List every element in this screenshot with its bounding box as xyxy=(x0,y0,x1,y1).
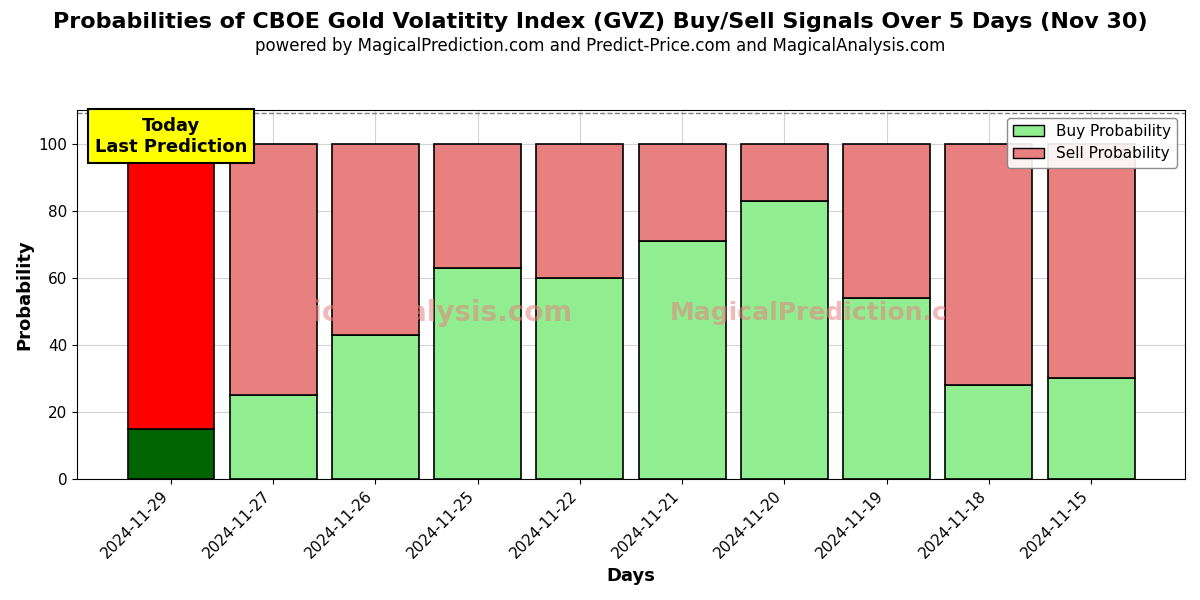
Bar xyxy=(229,395,317,479)
Bar xyxy=(536,143,624,278)
Bar xyxy=(434,268,521,479)
Text: Probabilities of CBOE Gold Volatitity Index (GVZ) Buy/Sell Signals Over 5 Days (: Probabilities of CBOE Gold Volatitity In… xyxy=(53,12,1147,32)
Text: powered by MagicalPrediction.com and Predict-Price.com and MagicalAnalysis.com: powered by MagicalPrediction.com and Pre… xyxy=(254,37,946,55)
Legend: Buy Probability, Sell Probability: Buy Probability, Sell Probability xyxy=(1007,118,1177,167)
Bar xyxy=(638,241,726,479)
Text: Today
Last Prediction: Today Last Prediction xyxy=(95,117,247,155)
Bar xyxy=(946,143,1032,385)
Y-axis label: Probability: Probability xyxy=(14,239,32,350)
Bar xyxy=(332,143,419,335)
Bar xyxy=(229,143,317,395)
Bar xyxy=(844,143,930,298)
X-axis label: Days: Days xyxy=(607,567,655,585)
Bar xyxy=(536,278,624,479)
Bar xyxy=(434,143,521,268)
Bar xyxy=(1048,378,1135,479)
Bar xyxy=(740,143,828,200)
Bar xyxy=(844,298,930,479)
Text: MagicalAnalysis.com: MagicalAnalysis.com xyxy=(246,299,572,327)
Text: MagicalPrediction.com: MagicalPrediction.com xyxy=(670,301,991,325)
Bar xyxy=(740,200,828,479)
Bar xyxy=(332,335,419,479)
Bar xyxy=(127,143,215,428)
Bar xyxy=(638,143,726,241)
Bar xyxy=(946,385,1032,479)
Bar xyxy=(1048,143,1135,378)
Bar xyxy=(127,428,215,479)
